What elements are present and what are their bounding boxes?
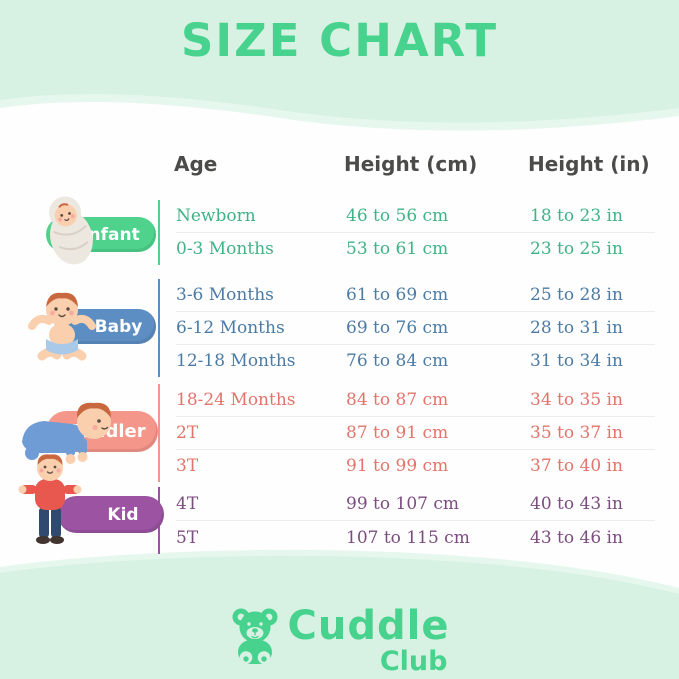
kid-badge-label: Kid: [107, 504, 139, 525]
height-cm-cell: 99 to 107 cm: [346, 493, 459, 514]
table-row: 4T 99 to 107 cm 40 to 43 in: [176, 487, 655, 521]
age-cell: 4T: [176, 493, 199, 514]
swaddled-baby-icon: [49, 196, 93, 265]
height-in-cell: 40 to 43 in: [530, 493, 623, 514]
table-row: 3-6 Months 61 to 69 cm 25 to 28 in: [176, 279, 655, 312]
table-row: 12-18 Months 76 to 84 cm 31 to 34 in: [176, 345, 655, 377]
height-in-cell: 18 to 23 in: [530, 206, 623, 226]
height-in-cell: 25 to 28 in: [530, 285, 623, 305]
brand-name-club: Club: [379, 646, 448, 677]
height-cm-cell: 69 to 76 cm: [346, 318, 449, 338]
teddy-bear-icon: [232, 608, 278, 664]
header-age: Age: [174, 152, 218, 176]
standing-kid-icon: [18, 454, 82, 544]
age-cell: 3T: [176, 456, 199, 476]
infant-rows: Newborn 46 to 56 cm 18 to 23 in 0-3 Mont…: [158, 200, 655, 265]
footer-brand: Cuddle Club: [0, 606, 679, 675]
height-in-cell: 23 to 25 in: [530, 239, 623, 259]
height-cm-cell: 46 to 56 cm: [346, 206, 449, 226]
infant-badge-label: Infant: [82, 224, 140, 245]
brand-name-cuddle: Cuddle: [287, 603, 450, 649]
height-in-cell: 43 to 46 in: [530, 527, 623, 548]
toddler-rows: 18-24 Months 84 to 87 cm 34 to 35 in 2T …: [158, 384, 655, 482]
table-row: 6-12 Months 69 to 76 cm 28 to 31 in: [176, 312, 655, 345]
table-row: 5T 107 to 115 cm 43 to 46 in: [176, 521, 655, 554]
height-in-cell: 34 to 35 in: [530, 390, 623, 410]
brand-text: Cuddle Club: [288, 606, 450, 675]
table-row: Newborn 46 to 56 cm 18 to 23 in: [176, 200, 655, 233]
sitting-baby-icon: [28, 292, 96, 361]
table-row: 3T 91 to 99 cm 37 to 40 in: [176, 450, 655, 482]
height-in-cell: 37 to 40 in: [530, 456, 623, 476]
page-title: SIZE CHART: [180, 14, 499, 67]
kid-badge: Kid: [58, 496, 164, 533]
age-cell: 18-24 Months: [176, 390, 296, 410]
age-cell: 6-12 Months: [176, 318, 285, 338]
baby-rows: 3-6 Months 61 to 69 cm 25 to 28 in 6-12 …: [158, 279, 655, 377]
age-cell: 2T: [176, 423, 199, 443]
height-cm-cell: 84 to 87 cm: [346, 390, 449, 410]
height-cm-cell: 61 to 69 cm: [346, 285, 449, 305]
age-cell: 12-18 Months: [176, 351, 296, 371]
header-height-in: Height (in): [528, 152, 650, 176]
baby-badge-label: Baby: [94, 316, 143, 337]
age-cell: 5T: [176, 527, 199, 548]
table-row: 0-3 Months 53 to 61 cm 23 to 25 in: [176, 233, 655, 265]
bottom-wave-background: [0, 549, 679, 679]
height-in-cell: 28 to 31 in: [530, 318, 623, 338]
height-cm-cell: 107 to 115 cm: [346, 527, 470, 548]
age-cell: 3-6 Months: [176, 285, 274, 305]
kid-rows: 4T 99 to 107 cm 40 to 43 in 5T 107 to 11…: [158, 487, 655, 554]
age-cell: 0-3 Months: [176, 239, 274, 259]
height-cm-cell: 76 to 84 cm: [346, 351, 449, 371]
height-cm-cell: 91 to 99 cm: [346, 456, 449, 476]
height-in-cell: 35 to 37 in: [530, 423, 623, 443]
table-row: 18-24 Months 84 to 87 cm 34 to 35 in: [176, 384, 655, 417]
table-row: 2T 87 to 91 cm 35 to 37 in: [176, 417, 655, 450]
header-height-cm: Height (cm): [344, 152, 478, 176]
height-in-cell: 31 to 34 in: [530, 351, 623, 371]
height-cm-cell: 53 to 61 cm: [346, 239, 449, 259]
age-cell: Newborn: [176, 206, 256, 226]
crawling-toddler-icon: [22, 402, 111, 464]
table-header: Age Height (cm) Height (in): [158, 146, 655, 182]
height-cm-cell: 87 to 91 cm: [346, 423, 449, 443]
top-wave-background: [0, 0, 679, 131]
